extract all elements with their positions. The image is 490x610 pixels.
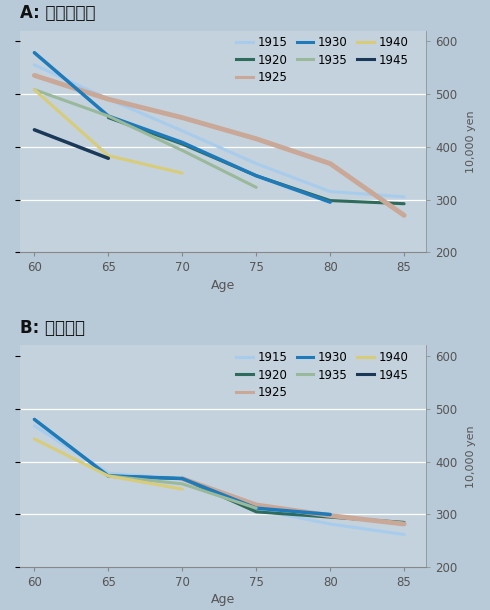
X-axis label: Age: Age — [211, 594, 235, 606]
Y-axis label: 10,000 yen: 10,000 yen — [466, 425, 476, 488]
Legend: 1915, 1920, 1925, 1930, 1935, 1940, 1945: 1915, 1920, 1925, 1930, 1935, 1940, 1945 — [236, 37, 408, 84]
X-axis label: Age: Age — [211, 279, 235, 292]
Legend: 1915, 1920, 1925, 1930, 1935, 1940, 1945: 1915, 1920, 1925, 1930, 1935, 1940, 1945 — [236, 351, 408, 399]
Y-axis label: 10,000 yen: 10,000 yen — [466, 110, 476, 173]
Text: B: 消費支出: B: 消費支出 — [20, 318, 85, 337]
Text: A: 可処分所得: A: 可処分所得 — [20, 4, 95, 21]
